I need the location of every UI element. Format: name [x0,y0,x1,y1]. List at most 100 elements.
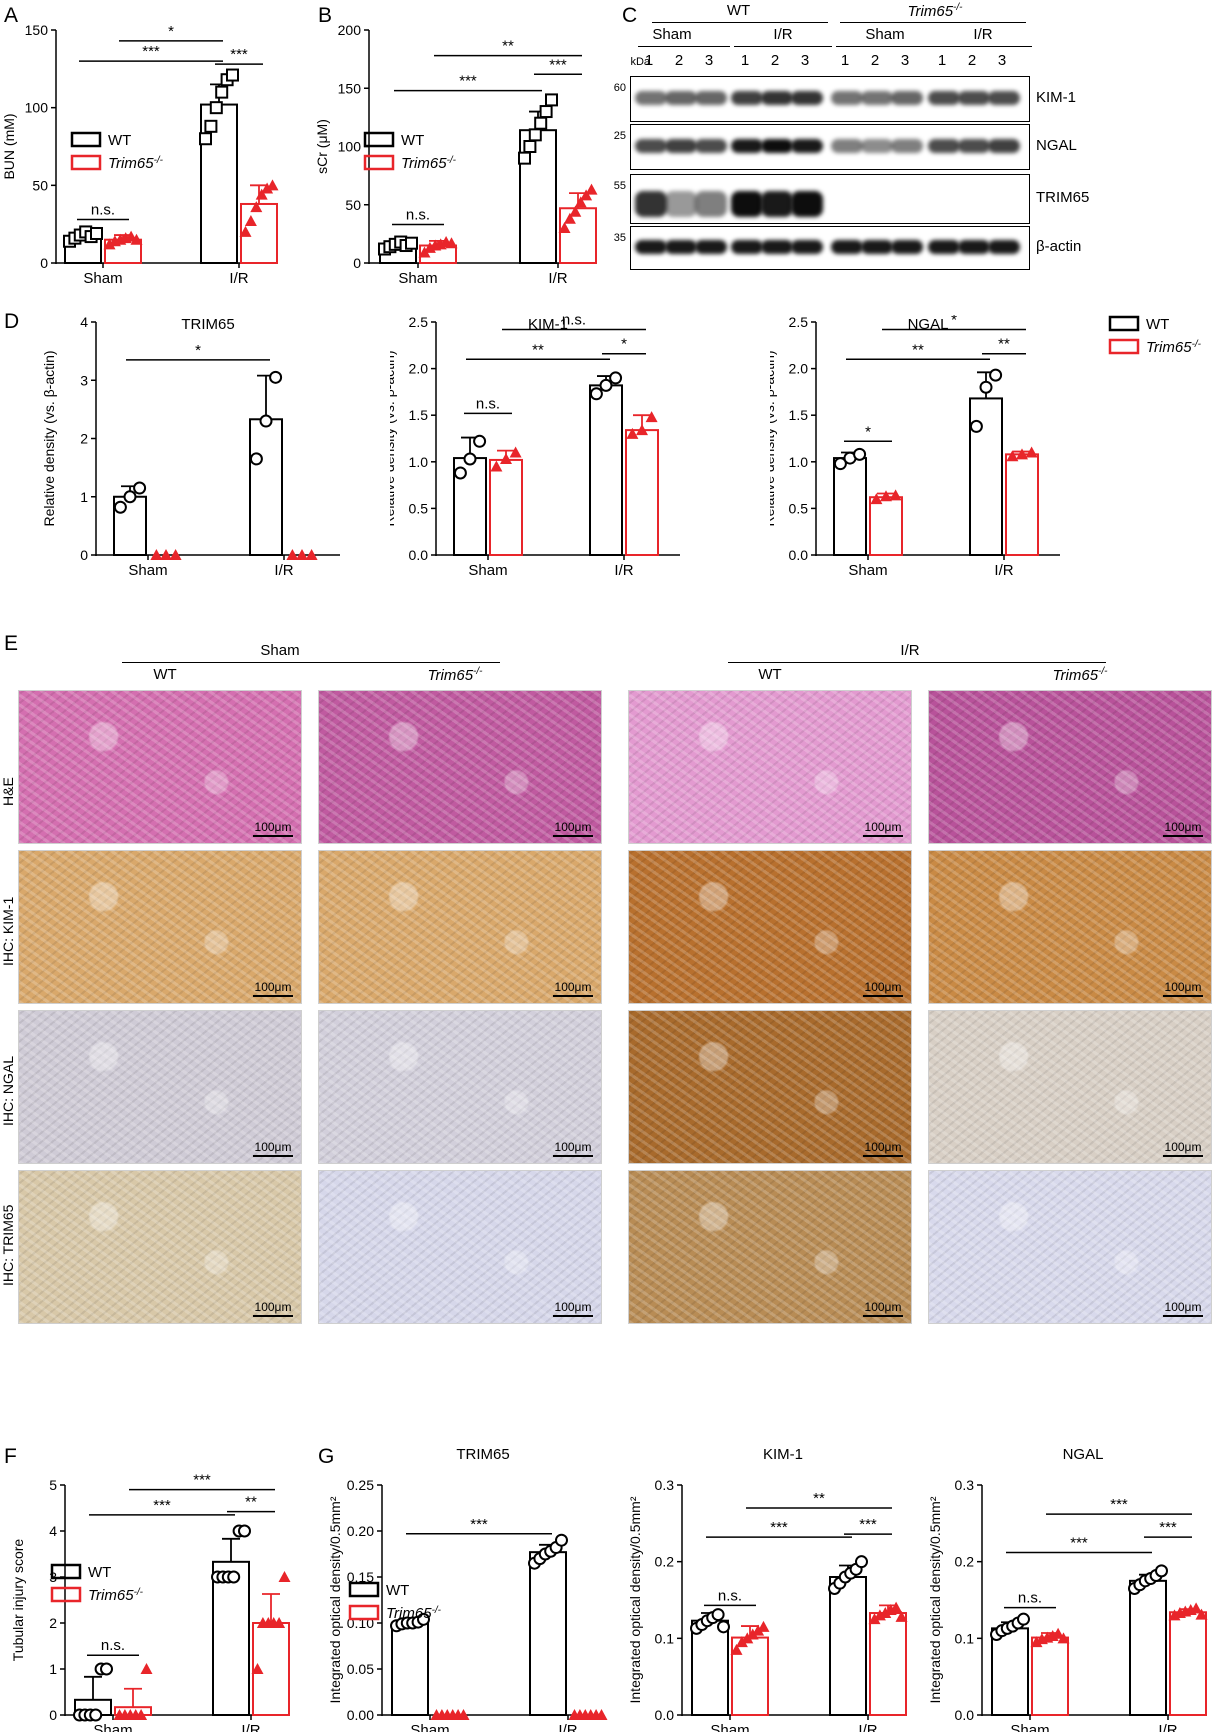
data-point [528,128,542,142]
bar-wt [249,418,283,556]
data-point [417,1612,430,1626]
histo-row-label: IHC: NGAL [0,1055,16,1126]
data-point [1006,450,1019,462]
scale-bar: 100μm [1163,820,1203,837]
chart-title: TRIM65 [181,316,234,333]
histo-col-ko-ir: Trim65-/- [1052,666,1108,684]
bar-trim65-/- [869,496,903,557]
scale-bar: 100μm [253,1140,293,1157]
legend-wt-label: WT [88,1564,111,1581]
blot-band [731,191,763,217]
blot-band [695,139,727,153]
blot-lane-number: 3 [900,52,910,69]
blot-band [891,139,923,153]
x-tick-label: Sham [410,1722,449,1732]
blot-band [791,139,823,153]
x-tick-label: I/R [614,562,633,579]
data-point [500,453,512,465]
chart-title: NGAL [1063,1446,1104,1463]
y-tick-label: 1 [80,489,88,505]
panel-label-e: E [4,632,19,655]
blot-band [791,240,823,254]
blot-strip [630,174,1030,224]
x-tick-label: Sham [1010,1722,1049,1732]
data-point [890,1601,903,1613]
x-tick-label: Sham [468,562,507,579]
x-tick-label: I/R [1158,1722,1177,1732]
data-point [453,466,467,480]
data-point [711,1608,725,1622]
x-tick-label: I/R [274,562,293,579]
y-tick-label: 1.0 [409,454,429,470]
significance-label: n.s. [1018,1590,1042,1607]
scale-bar: 100μm [1163,1300,1203,1317]
data-point [853,447,867,461]
data-point [89,1708,103,1722]
data-point [580,189,593,201]
bar-wt [1129,1579,1167,1716]
significance-label: ** [912,341,924,358]
data-point [103,238,116,250]
chart-title: KIM-1 [763,1446,803,1463]
scale-bar: 100μm [863,980,903,997]
micrograph: 100μm [318,1010,602,1164]
data-point [595,1709,608,1720]
blot-lane-number: 3 [800,52,810,69]
blot-band [988,240,1020,254]
blot-band-label: TRIM65 [1036,189,1090,206]
blot-band [761,191,793,217]
y-tick-label: 0.2 [655,1554,675,1570]
blot-band [861,91,893,105]
y-tick-label: 0 [80,547,88,563]
bar-trim65-/- [1169,1611,1207,1716]
y-tick-label: 0.5 [409,500,429,516]
y-axis-label: Integrated optical density/0.5mm² [927,1496,943,1703]
y-tick-label: 0 [49,1707,57,1723]
blot-band-label: NGAL [1036,137,1077,154]
data-point [90,226,103,240]
panel-label-f: F [4,1445,17,1468]
blot-band [635,139,667,153]
legend-ko-swatch [363,154,395,171]
x-tick-label: I/R [241,1722,260,1732]
blot-kda-marker: 35 [613,232,626,244]
data-point [589,387,603,401]
data-point [226,68,239,82]
data-point [150,549,163,560]
data-point [490,460,503,472]
y-tick-label: 0 [353,255,361,271]
legend-wt-swatch [50,1563,82,1580]
histo-col-wt-ir: WT [758,666,782,683]
y-tick-label: 0.05 [347,1661,374,1677]
legend-wt-swatch [1108,315,1140,332]
x-tick-label: Sham [848,562,887,579]
blot-sub-sham-ko: Sham [865,26,905,43]
blot-sub-ir-wt: I/R [773,26,793,43]
blot-band [988,139,1020,153]
blot-group-ko: Trim65-/- [907,2,963,20]
chart-title: NGAL [908,316,949,333]
blot-strip [630,226,1030,270]
data-point [880,490,892,502]
blot-band-label: KIM-1 [1036,89,1077,106]
y-axis-label: Relative density (vs. β-actin) [770,350,777,526]
data-point [735,1636,748,1648]
significance-label: n.s. [718,1587,742,1604]
bar-wt [589,384,623,556]
chart-d-trim65: 0 1 2 3 4 Relative density (vs. β-actin) TRIM6… [41,315,340,579]
x-tick-label: Sham [710,1722,749,1732]
data-point [239,225,252,237]
scale-bar: 100μm [863,1140,903,1157]
blot-band [831,139,863,153]
y-tick-label: 0.0 [655,1707,675,1723]
y-tick-label: 0.25 [347,1477,374,1493]
y-tick-label: 150 [338,80,362,96]
chart-d-ngal: 0.0 0.5 1.0 1.5 2.0 2.5 Relative density (vs. … [770,315,1202,579]
data-point [269,370,283,384]
significance-label: *** [549,56,567,73]
legend-ko-swatch [1108,338,1140,355]
x-tick-label: I/R [548,270,567,287]
micrograph: 100μm [18,850,302,1004]
